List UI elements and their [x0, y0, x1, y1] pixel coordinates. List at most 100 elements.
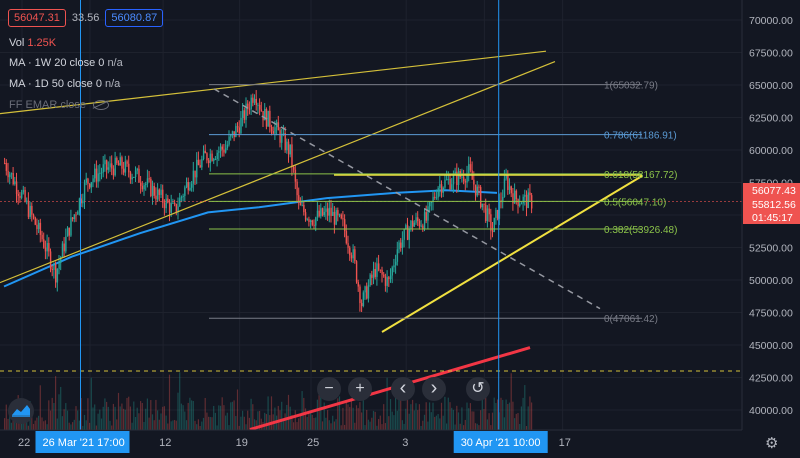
candle-body: [437, 187, 439, 198]
zoom-out-button[interactable]: −: [317, 377, 341, 401]
candle-body: [19, 195, 21, 198]
volume-bar: [437, 414, 439, 430]
candle-body: [316, 210, 319, 218]
zoom-in-button[interactable]: +: [348, 377, 372, 401]
fib-level-label: 0(47061.42): [604, 314, 658, 325]
candle-body: [119, 157, 121, 166]
time-tick-label: 17: [559, 437, 571, 449]
candle-body: [22, 189, 25, 193]
candle-body: [384, 276, 387, 286]
volume-bar: [39, 385, 41, 430]
volume-bar: [192, 400, 194, 430]
volume-bar: [306, 416, 308, 430]
candle-body: [520, 203, 523, 205]
volume-bar: [184, 411, 186, 430]
volume-bar: [444, 396, 446, 430]
volume-bar: [454, 424, 456, 430]
scroll-forward-button[interactable]: ›: [422, 377, 446, 401]
time-tick-label: 19: [236, 437, 248, 449]
candle-body: [388, 277, 390, 280]
ma-1d-legend[interactable]: MA · 1D 50 close 0 n/a: [9, 78, 120, 90]
volume-bar: [459, 423, 461, 430]
candle-body: [415, 217, 417, 223]
candle-body: [253, 98, 256, 103]
candle-body: [439, 184, 441, 188]
candle-body: [83, 182, 86, 201]
volume-bar: [174, 419, 176, 430]
volume-bar: [439, 418, 441, 430]
candle-body: [405, 225, 407, 229]
candle-body: [36, 224, 38, 230]
candle-body: [265, 109, 268, 127]
volume-bar: [100, 418, 103, 430]
candle-body: [66, 227, 69, 237]
settings-gear-icon[interactable]: ⚙: [765, 435, 779, 452]
volume-bar: [500, 397, 502, 430]
candle-body: [102, 164, 104, 173]
candle-body: [355, 261, 358, 283]
volume-bar: [208, 416, 210, 430]
volume-bar: [97, 413, 99, 430]
ma-1w-legend[interactable]: MA · 1W 20 close 0 n/a: [9, 57, 123, 69]
volume-value: 1.25K: [27, 37, 57, 49]
candle-body: [514, 190, 516, 204]
volume-bar: [427, 421, 429, 430]
scroll-back-button[interactable]: ‹: [391, 377, 415, 401]
volume-bar: [46, 424, 48, 430]
volume-bar: [400, 396, 402, 430]
tradingview-logo-icon[interactable]: [8, 398, 34, 424]
price-label-box: [743, 210, 800, 224]
candle-body: [279, 130, 281, 143]
candle-body: [41, 234, 43, 240]
volume-bar: [204, 398, 206, 430]
price-tick-label: 65000.00: [749, 80, 793, 92]
sell-price-button[interactable]: 56047.31: [8, 9, 66, 27]
volume-bar: [7, 418, 9, 430]
volume-bar: [165, 415, 167, 430]
volume-bar: [483, 409, 485, 430]
volume-bar: [367, 419, 369, 430]
volume-bar: [189, 397, 191, 430]
volume-legend[interactable]: Vol 1.25K: [9, 37, 56, 49]
volume-bar: [112, 403, 114, 430]
spread-value: 33.56: [71, 12, 100, 24]
candle-body: [236, 126, 239, 128]
candle-body: [446, 179, 448, 181]
candle-body: [106, 160, 108, 170]
candle-body: [264, 109, 266, 121]
candle-body: [158, 189, 161, 195]
reset-chart-button[interactable]: ↺: [466, 377, 490, 401]
hidden-eye-icon[interactable]: [93, 100, 110, 111]
volume-bar: [333, 421, 335, 430]
candle-body: [206, 153, 208, 161]
quote-bar: 56047.31 33.56 56080.87: [8, 9, 164, 27]
candle-body: [89, 183, 91, 188]
volume-bar: [180, 403, 182, 430]
volume-bar: [238, 425, 240, 430]
candle-body: [274, 127, 276, 134]
volume-bar: [466, 402, 468, 430]
volume-bar: [527, 406, 529, 430]
candle-body: [469, 164, 472, 171]
candle-body: [208, 160, 210, 164]
candle-body: [313, 224, 315, 226]
candle-body: [267, 110, 269, 127]
volume-bar: [133, 401, 135, 430]
volume-bar: [406, 399, 409, 430]
buy-price-button[interactable]: 56080.87: [105, 9, 164, 27]
volume-bar: [175, 420, 177, 430]
volume-bar: [41, 417, 43, 430]
candle-body: [223, 149, 225, 153]
candle-body: [21, 192, 23, 198]
price-label-text: 01:45:17: [752, 212, 793, 224]
volume-bar: [301, 391, 303, 430]
volume-bar: [298, 418, 300, 430]
candle-body: [151, 185, 154, 197]
volume-bar: [422, 420, 424, 430]
volume-bar: [15, 417, 18, 430]
crosshair-time-label: 26 Mar '21 17:00: [43, 437, 125, 449]
ff-emar-legend[interactable]: FF EMAR close: [9, 99, 110, 111]
candle-body: [199, 165, 201, 168]
candle-body: [72, 217, 74, 220]
